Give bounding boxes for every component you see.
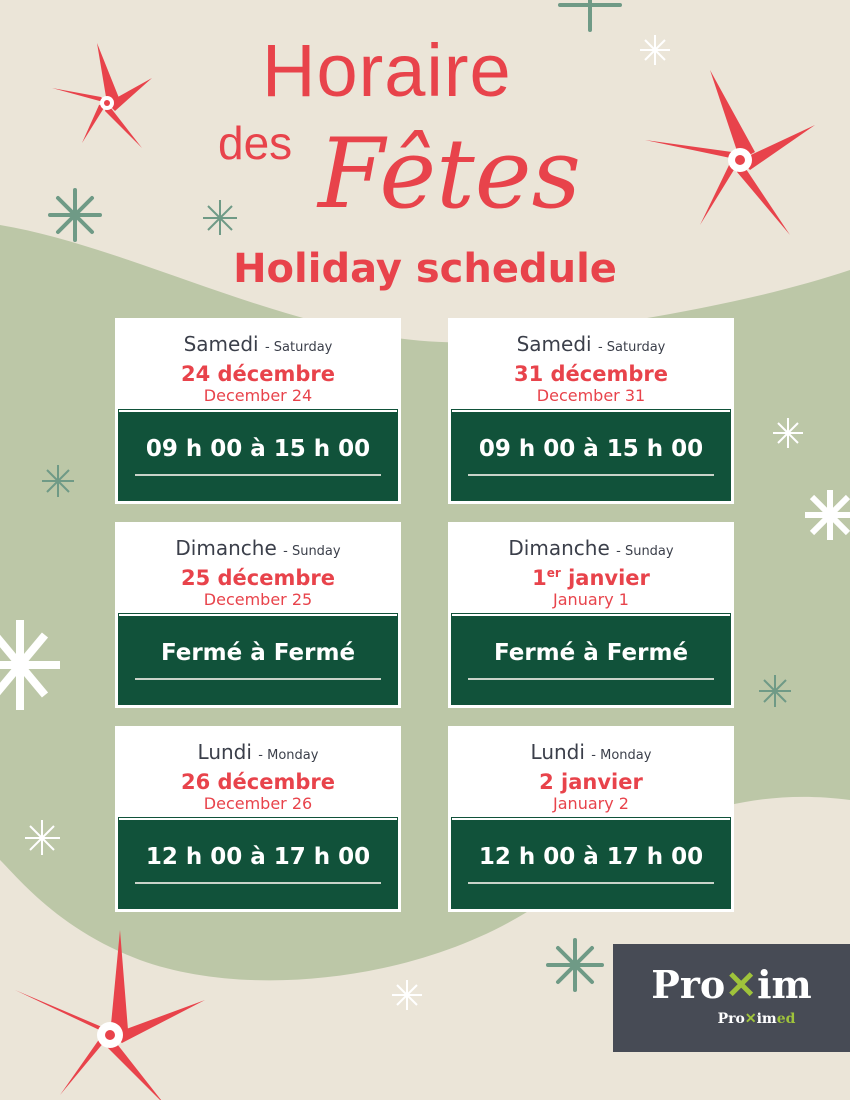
logo-proximed: Pro✕imed [663,1011,850,1027]
date-sup: er [546,566,561,580]
sparkle-icon [42,200,791,707]
date-fr-main: 31 décembre [513,362,668,386]
schedule-card: Dimanche - Sunday 1er janvier January 1 … [448,522,734,708]
title-horaire: Horaire [262,29,512,112]
date-fr-main: 1 [532,566,547,590]
day-en: - Monday [258,748,319,763]
day-fr: Lundi [197,740,252,764]
day-fr: Dimanche [508,536,610,560]
day-en: - Saturday [597,340,666,355]
logo-text: Pro [651,962,726,1007]
hours: 12 h 00 à 17 h 00 [118,817,398,909]
logo-brand: Pro✕im [613,962,850,1007]
hours: Fermé à Fermé [118,613,398,705]
leaf-x-icon: ✕ [725,962,758,1007]
date-fr-main: 25 décembre [180,566,335,590]
date-en: December 25 [203,590,313,609]
hours: 09 h 00 à 15 h 00 [118,409,398,501]
date-fr: 1er janvier [452,560,730,591]
poinsettia-icon [645,70,815,235]
poinsettia-icon [15,930,205,1100]
leaf-x-icon: ✕ [744,1011,757,1027]
day-label: Samedi - Saturday [452,332,730,356]
logo-text: ed [776,1011,796,1027]
date-fr-rest: janvier [560,566,650,590]
schedule-card: Samedi - Saturday 24 décembre December 2… [115,318,401,504]
date-fr: 24 décembre [119,356,397,387]
day-en: - Saturday [264,340,333,355]
day-en: - Sunday [616,544,674,559]
schedule-card: Dimanche - Sunday 25 décembre December 2… [115,522,401,708]
date-fr-main: 26 décembre [180,770,335,794]
date-fr-main: 2 janvier [539,770,643,794]
schedule-card: Lundi - Monday 26 décembre December 26 1… [115,726,401,912]
date-fr: 26 décembre [119,764,397,795]
logo-text: im [757,962,812,1007]
day-label: Samedi - Saturday [119,332,397,356]
proxim-logo: Pro✕im Pro✕imed [613,944,850,1052]
date-fr: 25 décembre [119,560,397,591]
day-en: - Sunday [283,544,341,559]
hours: 12 h 00 à 17 h 00 [451,817,731,909]
day-fr: Lundi [530,740,585,764]
date-en: January 2 [553,794,629,813]
day-label: Lundi - Monday [119,740,397,764]
schedule-card: Samedi - Saturday 31 décembre December 3… [448,318,734,504]
date-fr: 31 décembre [452,356,730,387]
day-fr: Samedi [183,332,259,356]
hours: Fermé à Fermé [451,613,731,705]
day-label: Dimanche - Sunday [119,536,397,560]
title-fetes: Fêtes [318,118,581,230]
title-des: des [218,117,293,169]
schedule-card: Lundi - Monday 2 janvier January 2 12 h … [448,726,734,912]
subtitle: Holiday schedule [233,246,617,292]
sparkle-icon [0,35,850,1010]
logo-text: Pro [717,1011,745,1027]
poinsettia-icon [52,43,152,148]
logo-text: im [756,1011,777,1027]
date-fr-main: 24 décembre [180,362,335,386]
date-en: December 26 [203,794,313,813]
day-label: Dimanche - Sunday [452,536,730,560]
day-fr: Samedi [516,332,592,356]
date-en: January 1 [553,590,629,609]
day-fr: Dimanche [175,536,277,560]
date-en: December 24 [203,386,313,405]
hours: 09 h 00 à 15 h 00 [451,409,731,501]
day-label: Lundi - Monday [452,740,730,764]
snowflake-icon [48,0,622,992]
date-en: December 31 [536,386,646,405]
date-fr: 2 janvier [452,764,730,795]
day-en: - Monday [591,748,652,763]
